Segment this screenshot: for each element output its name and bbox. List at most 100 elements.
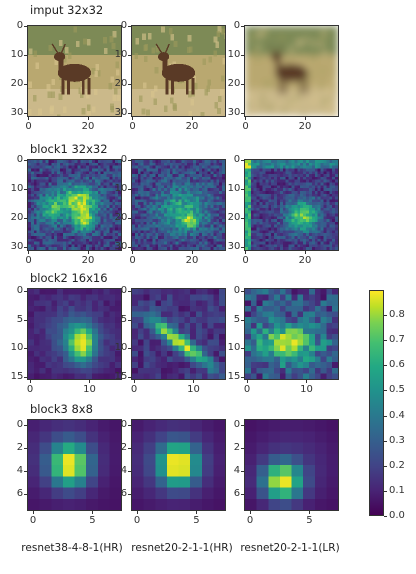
y-tick-label: 30 bbox=[114, 106, 128, 118]
y-tick-label: 5 bbox=[233, 313, 241, 325]
y-tick-mark bbox=[24, 217, 27, 219]
activation-map-panel bbox=[244, 288, 339, 380]
y-tick-mark bbox=[24, 348, 27, 350]
x-tick-label: 0 bbox=[129, 255, 136, 266]
y-tick-mark bbox=[241, 348, 244, 350]
x-tick-mark bbox=[191, 117, 193, 120]
x-tick-label: 0 bbox=[130, 384, 138, 395]
y-tick-mark bbox=[24, 319, 27, 321]
x-tick-mark bbox=[304, 251, 306, 254]
y-tick-mark bbox=[128, 424, 131, 426]
y-tick-mark bbox=[24, 470, 27, 472]
x-tick-mark bbox=[87, 251, 89, 254]
y-tick-label: 10 bbox=[227, 342, 241, 354]
y-tick-mark bbox=[241, 447, 244, 449]
colorbar-tick-mark bbox=[384, 365, 387, 367]
activation-map-panel bbox=[131, 159, 226, 251]
y-tick-mark bbox=[241, 493, 244, 495]
y-tick-label: 30 bbox=[10, 106, 24, 118]
colorbar-tick-label: 0.4 bbox=[389, 409, 405, 421]
colorbar-tick-label: 0.8 bbox=[389, 309, 405, 321]
y-tick-label: 15 bbox=[10, 371, 24, 383]
x-tick-label: 0 bbox=[243, 384, 251, 395]
x-tick-mark bbox=[191, 251, 193, 254]
y-tick-label: 30 bbox=[227, 106, 241, 118]
activation-map-panel bbox=[131, 288, 226, 380]
x-tick-mark bbox=[304, 117, 306, 120]
colorbar-tick-mark bbox=[384, 415, 387, 417]
y-tick-label: 20 bbox=[227, 211, 241, 223]
column-caption: resnet20-2-1-1(LR) bbox=[240, 542, 340, 554]
y-tick-label: 0 bbox=[16, 154, 24, 166]
input-image-panel bbox=[131, 25, 226, 117]
colorbar-tick-mark bbox=[384, 465, 387, 467]
x-tick-label: 0 bbox=[29, 515, 37, 526]
y-tick-mark bbox=[241, 470, 244, 472]
colorbar-tick-label: 0.1 bbox=[389, 484, 405, 496]
y-tick-mark bbox=[24, 493, 27, 495]
x-tick-mark bbox=[245, 117, 247, 120]
y-tick-label: 2 bbox=[16, 441, 24, 453]
y-tick-label: 6 bbox=[16, 487, 24, 499]
y-tick-label: 0 bbox=[120, 154, 128, 166]
y-tick-label: 5 bbox=[16, 313, 24, 325]
y-tick-mark bbox=[128, 83, 131, 85]
x-tick-mark bbox=[89, 380, 91, 383]
y-tick-label: 0 bbox=[233, 154, 241, 166]
y-tick-mark bbox=[128, 26, 131, 28]
y-tick-mark bbox=[128, 246, 131, 248]
input-image-panel bbox=[27, 25, 122, 117]
row-title: block1 32x32 bbox=[30, 142, 108, 156]
y-tick-mark bbox=[241, 377, 244, 379]
x-tick-label: 20 bbox=[185, 121, 199, 132]
activation-map-panel bbox=[131, 419, 226, 511]
y-tick-mark bbox=[241, 55, 244, 57]
y-tick-mark bbox=[128, 217, 131, 219]
x-tick-mark bbox=[92, 511, 94, 514]
y-tick-label: 0 bbox=[120, 418, 128, 430]
column-caption: resnet20-2-1-1(HR) bbox=[131, 542, 233, 554]
x-tick-mark bbox=[193, 380, 195, 383]
x-tick-label: 0 bbox=[129, 121, 136, 132]
column-caption: resnet38-4-8-1(HR) bbox=[21, 542, 123, 554]
x-tick-label: 5 bbox=[89, 515, 96, 526]
x-tick-label: 20 bbox=[298, 121, 312, 132]
y-tick-label: 4 bbox=[16, 464, 24, 476]
y-tick-mark bbox=[241, 424, 244, 426]
y-tick-mark bbox=[128, 470, 131, 472]
y-tick-label: 30 bbox=[227, 240, 241, 252]
y-tick-label: 10 bbox=[114, 342, 128, 354]
x-tick-label: 5 bbox=[193, 515, 200, 526]
y-tick-mark bbox=[241, 217, 244, 219]
x-tick-mark bbox=[28, 117, 30, 120]
x-tick-mark bbox=[246, 380, 248, 383]
y-tick-mark bbox=[24, 447, 27, 449]
y-tick-label: 20 bbox=[227, 77, 241, 89]
y-tick-mark bbox=[24, 189, 27, 191]
x-tick-label: 0 bbox=[25, 121, 32, 132]
colorbar-tick-label: 0.2 bbox=[389, 459, 405, 471]
y-tick-label: 4 bbox=[233, 464, 241, 476]
x-tick-label: 5 bbox=[306, 515, 313, 526]
input-image-panel bbox=[244, 25, 339, 117]
y-tick-mark bbox=[24, 290, 27, 292]
colorbar-tick-label: 0.3 bbox=[389, 434, 405, 446]
x-tick-mark bbox=[245, 251, 247, 254]
activation-map-panel bbox=[27, 288, 122, 380]
x-tick-label: 20 bbox=[81, 121, 95, 132]
y-tick-mark bbox=[24, 55, 27, 57]
y-tick-label: 0 bbox=[120, 284, 128, 296]
x-tick-mark bbox=[309, 511, 311, 514]
x-tick-mark bbox=[136, 511, 138, 514]
y-tick-label: 10 bbox=[227, 183, 241, 195]
y-tick-mark bbox=[241, 112, 244, 114]
x-tick-mark bbox=[132, 117, 134, 120]
y-tick-label: 4 bbox=[120, 464, 128, 476]
x-tick-label: 0 bbox=[242, 255, 249, 266]
y-tick-mark bbox=[128, 112, 131, 114]
colorbar-tick-mark bbox=[384, 490, 387, 492]
y-tick-label: 10 bbox=[114, 183, 128, 195]
row-title: block3 8x8 bbox=[30, 402, 93, 416]
y-tick-mark bbox=[128, 377, 131, 379]
